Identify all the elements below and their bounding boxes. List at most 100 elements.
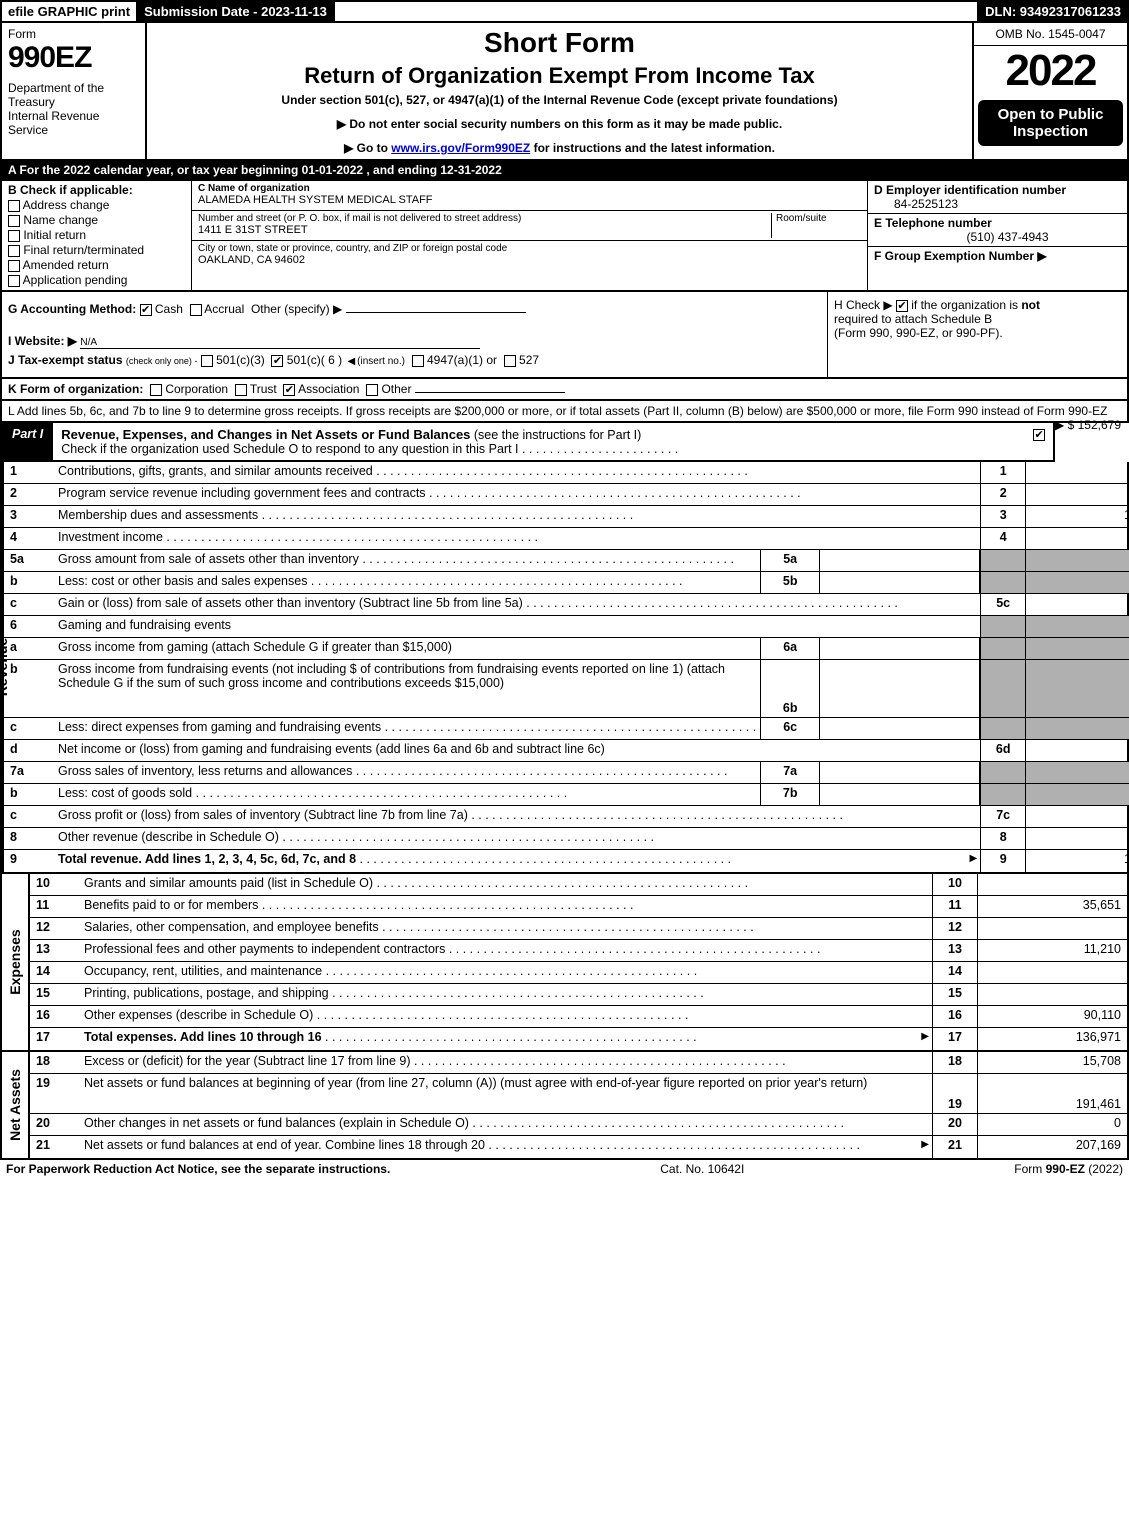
- phone-value: (510) 437-4943: [874, 230, 1121, 244]
- dln: DLN: 93492317061233: [977, 2, 1127, 21]
- line-1: 1Contributions, gifts, grants, and simil…: [4, 462, 1129, 484]
- tax-year: 2022: [974, 46, 1127, 96]
- l20-amt: 0: [977, 1114, 1127, 1135]
- expenses-sidebar-label: Expenses: [7, 929, 23, 994]
- cb-other-org[interactable]: [366, 384, 378, 396]
- l7a-rnum: [980, 762, 1025, 783]
- j-insert: (insert no.): [357, 356, 405, 367]
- d-ein-block: D Employer identification number 84-2525…: [868, 181, 1127, 214]
- l5c-rnum: 5c: [980, 594, 1025, 615]
- cb-accrual[interactable]: [190, 304, 202, 316]
- cb-trust[interactable]: [235, 384, 247, 396]
- k-label: K Form of organization:: [8, 382, 143, 396]
- k-other-input[interactable]: [415, 392, 565, 393]
- c-name-label: C Name of organization: [198, 183, 861, 194]
- line-21: 21Net assets or fund balances at end of …: [30, 1136, 1127, 1158]
- cb-501c[interactable]: [271, 355, 283, 367]
- g-other-input[interactable]: [346, 312, 526, 313]
- line-20: 20Other changes in net assets or fund ba…: [30, 1114, 1127, 1136]
- cb-schedule-o[interactable]: [1033, 429, 1045, 441]
- cb-application-pending[interactable]: Application pending: [8, 273, 185, 287]
- l1-num: 1: [4, 462, 54, 483]
- section-ghij: G Accounting Method: Cash Accrual Other …: [0, 292, 1129, 379]
- l21-num: 21: [30, 1136, 80, 1158]
- form-subtitle: Return of Organization Exempt From Incom…: [153, 63, 966, 89]
- form-label: Form: [8, 27, 139, 41]
- cb-527[interactable]: [504, 355, 516, 367]
- open-public-inspection: Open to Public Inspection: [978, 100, 1123, 146]
- l6-rnum: [980, 616, 1025, 637]
- line-17: 17Total expenses. Add lines 10 through 1…: [30, 1028, 1127, 1050]
- c-city-block: City or town, state or province, country…: [192, 241, 867, 271]
- e-label: E Telephone number: [874, 216, 1121, 230]
- under-section: Under section 501(c), 527, or 4947(a)(1)…: [153, 93, 966, 107]
- l6c-desc: Less: direct expenses from gaming and fu…: [54, 718, 760, 739]
- l6c-amt: [1025, 718, 1129, 739]
- l5a-sv: [820, 550, 980, 571]
- cb-amended-return[interactable]: Amended return: [8, 258, 185, 272]
- part1-header: Part I Revenue, Expenses, and Changes in…: [0, 423, 1055, 462]
- l5a-amt: [1025, 550, 1129, 571]
- line-14: 14Occupancy, rent, utilities, and mainte…: [30, 962, 1127, 984]
- l13-desc: Professional fees and other payments to …: [80, 940, 932, 961]
- l8-amt: [1025, 828, 1129, 849]
- irs-link[interactable]: www.irs.gov/Form990EZ: [391, 141, 530, 155]
- l5a-rnum: [980, 550, 1025, 571]
- cb-initial-return[interactable]: Initial return: [8, 228, 185, 242]
- expenses-ledger: 10Grants and similar amounts paid (list …: [30, 874, 1127, 1050]
- l7a-sc: 7a: [760, 762, 820, 783]
- cb-name-change[interactable]: Name change: [8, 213, 185, 227]
- l7a-num: 7a: [4, 762, 54, 783]
- line-3: 3Membership dues and assessments3152,626: [4, 506, 1129, 528]
- cb-501c3[interactable]: [201, 355, 213, 367]
- l9-desc-b: Total revenue. Add lines 1, 2, 3, 4, 5c,…: [58, 852, 356, 866]
- l11-amt: 35,651: [977, 896, 1127, 917]
- g-other: Other (specify) ▶: [251, 302, 342, 316]
- line-6a: aGross income from gaming (attach Schedu…: [4, 638, 1129, 660]
- org-city: OAKLAND, CA 94602: [198, 254, 861, 266]
- l5b-amt: [1025, 572, 1129, 593]
- cb-address-change[interactable]: Address change: [8, 198, 185, 212]
- efile-print[interactable]: efile GRAPHIC print: [2, 2, 138, 21]
- j-527: 527: [519, 353, 539, 367]
- l10-desc: Grants and similar amounts paid (list in…: [80, 874, 932, 895]
- l16-num: 16: [30, 1006, 80, 1027]
- l10-amt: [977, 874, 1127, 895]
- l14-rnum: 14: [932, 962, 977, 983]
- l5a-sc: 5a: [760, 550, 820, 571]
- l6a-amt: [1025, 638, 1129, 659]
- insert-arrow-icon: [345, 353, 357, 367]
- l5c-amt: [1025, 594, 1129, 615]
- l9-desc: Total revenue. Add lines 1, 2, 3, 4, 5c,…: [54, 850, 966, 872]
- l6a-sv: [820, 638, 980, 659]
- part1-checkbox-cell: [1025, 423, 1053, 460]
- l6-num: 6: [4, 616, 54, 637]
- l6d-desc: Net income or (loss) from gaming and fun…: [54, 740, 980, 761]
- l1-amt: [1025, 462, 1129, 483]
- l5b-sv: [820, 572, 980, 593]
- org-street: 1411 E 31ST STREET: [198, 224, 771, 236]
- submission-date: Submission Date - 2023-11-13: [138, 2, 335, 21]
- dept-treasury: Department of the Treasury: [8, 81, 139, 109]
- c-name-block: C Name of organization ALAMEDA HEALTH SY…: [192, 181, 867, 211]
- col-c: C Name of organization ALAMEDA HEALTH SY…: [192, 181, 867, 290]
- l-text: L Add lines 5b, 6c, and 7b to line 9 to …: [8, 404, 1107, 418]
- cb-cash[interactable]: [140, 304, 152, 316]
- cb-assoc[interactable]: [283, 384, 295, 396]
- line-5a: 5aGross amount from sale of assets other…: [4, 550, 1129, 572]
- h-text2: if the organization is: [911, 298, 1021, 312]
- cb-4947[interactable]: [412, 355, 424, 367]
- cb-schedule-b[interactable]: [896, 300, 908, 312]
- cb-corp[interactable]: [150, 384, 162, 396]
- footer-right-post: (2022): [1085, 1162, 1123, 1176]
- l8-desc: Other revenue (describe in Schedule O): [54, 828, 980, 849]
- l21-amt: 207,169: [977, 1136, 1127, 1158]
- f-group-block: F Group Exemption Number ▶: [868, 247, 1127, 277]
- l18-desc: Excess or (deficit) for the year (Subtra…: [80, 1052, 932, 1073]
- revenue-ledger: 1Contributions, gifts, grants, and simil…: [4, 462, 1129, 872]
- l5b-num: b: [4, 572, 54, 593]
- l11-num: 11: [30, 896, 80, 917]
- footer-catno: Cat. No. 10642I: [390, 1162, 1014, 1176]
- cb-final-return[interactable]: Final return/terminated: [8, 243, 185, 257]
- j-sub: (check only one) -: [126, 356, 198, 366]
